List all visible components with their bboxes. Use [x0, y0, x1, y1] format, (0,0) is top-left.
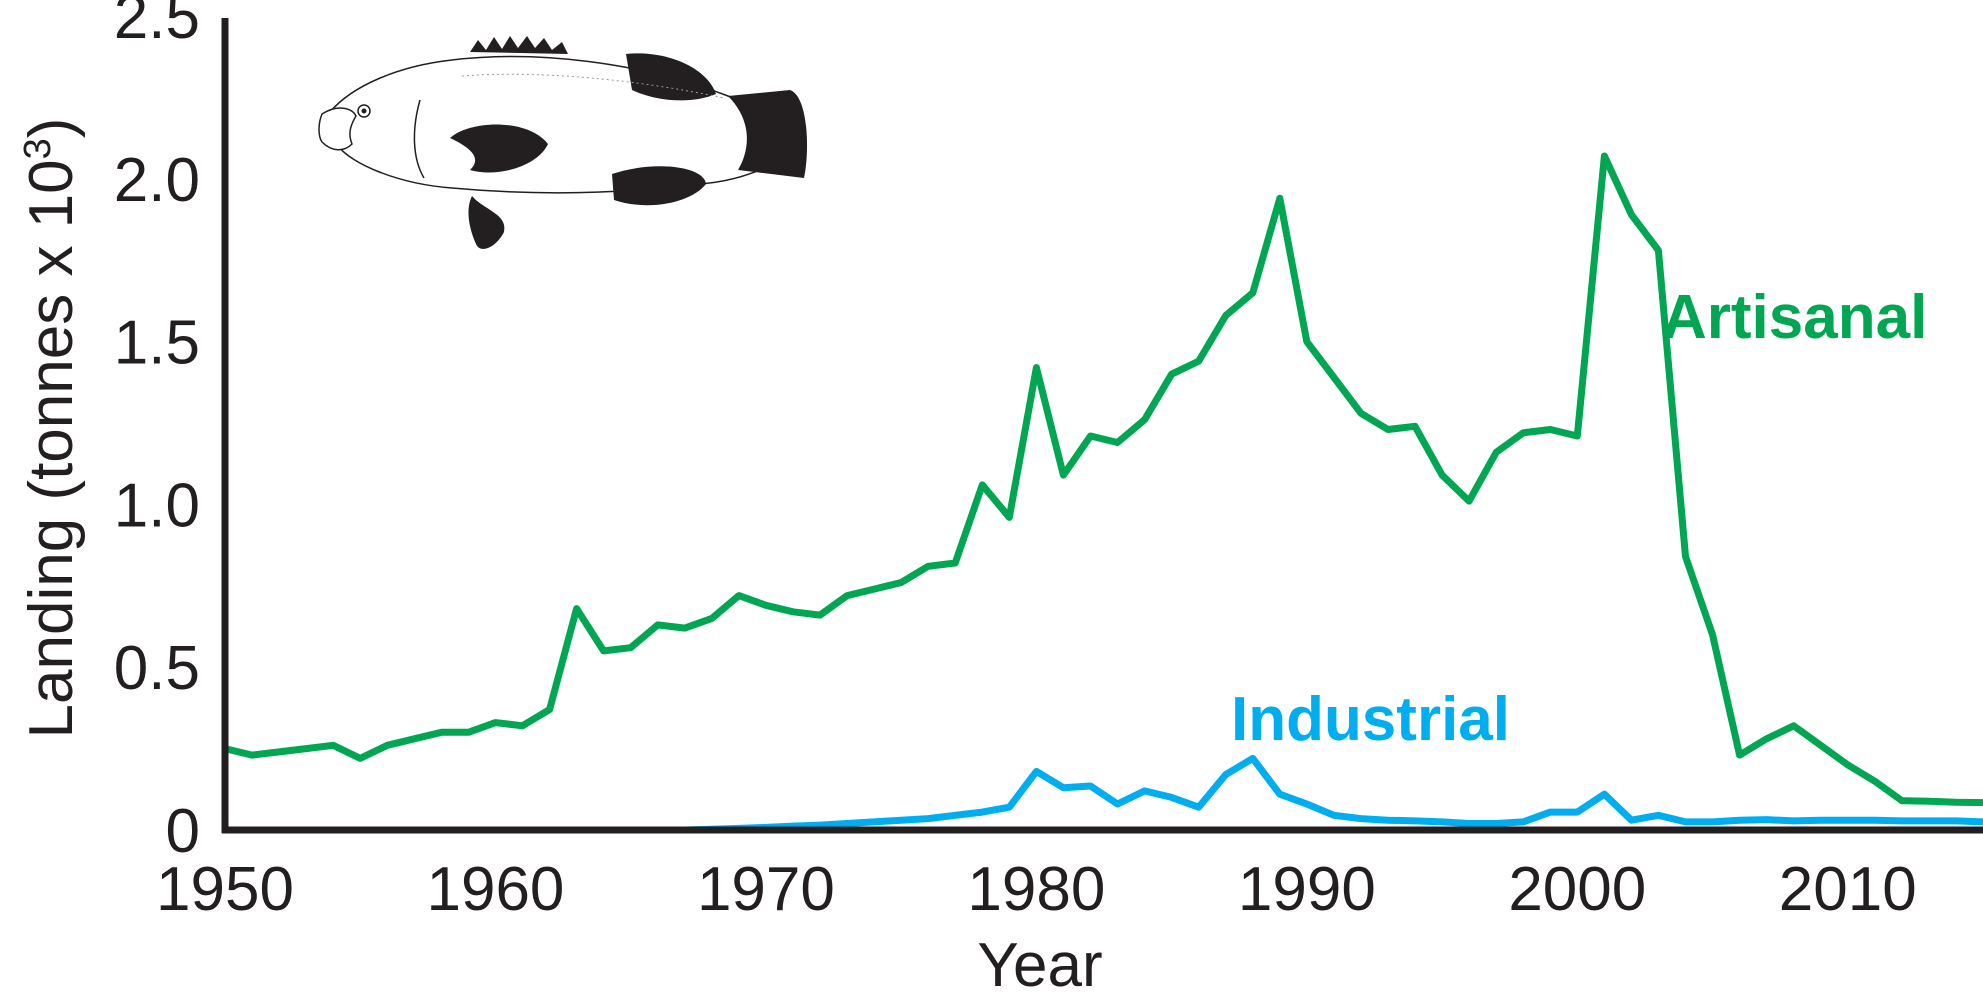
x-tick-label-2010: 2010 — [1779, 855, 1917, 924]
series-layer — [224, 152, 1983, 834]
x-tick-label-2000: 2000 — [1508, 855, 1646, 924]
x-tick-label-1970: 1970 — [697, 855, 835, 924]
x-axis-title: Year — [977, 931, 1102, 994]
x-tick-label-1990: 1990 — [1238, 855, 1376, 924]
x-tick-labels: 1950 1960 1970 1980 1990 2000 2010 — [156, 855, 1917, 924]
x-tick-label-1980: 1980 — [967, 855, 1105, 924]
y-tick-label-1-5: 1.5 — [114, 309, 200, 378]
y-tick-labels: 0 0.5 1.0 1.5 2.0 2.5 — [114, 0, 200, 866]
series-labels: Artisanal Industrial — [1231, 283, 1927, 754]
y-tick-label-2-5: 2.5 — [114, 0, 200, 52]
grouper-fish-icon — [318, 36, 808, 249]
series-label-industrial: Industrial — [1231, 685, 1510, 754]
x-tick-label-1950: 1950 — [156, 855, 294, 924]
x-tick-label-1960: 1960 — [426, 855, 564, 924]
y-axis-title: Landing (tonnes x 103) — [17, 118, 86, 739]
series-line-industrial — [684, 754, 1983, 834]
series-line-artisanal — [224, 152, 1983, 807]
series-label-artisanal: Artisanal — [1662, 283, 1927, 352]
y-axis-title-close: ) — [17, 118, 86, 139]
y-tick-label-2-0: 2.0 — [114, 146, 200, 215]
y-tick-label-0-5: 0.5 — [114, 634, 200, 703]
y-tick-label-0: 0 — [166, 797, 200, 866]
y-axis-title-main: Landing (tonnes x 10 — [17, 159, 86, 738]
y-axis-title-exponent: 3 — [17, 138, 59, 159]
y-tick-label-1-0: 1.0 — [114, 471, 200, 540]
